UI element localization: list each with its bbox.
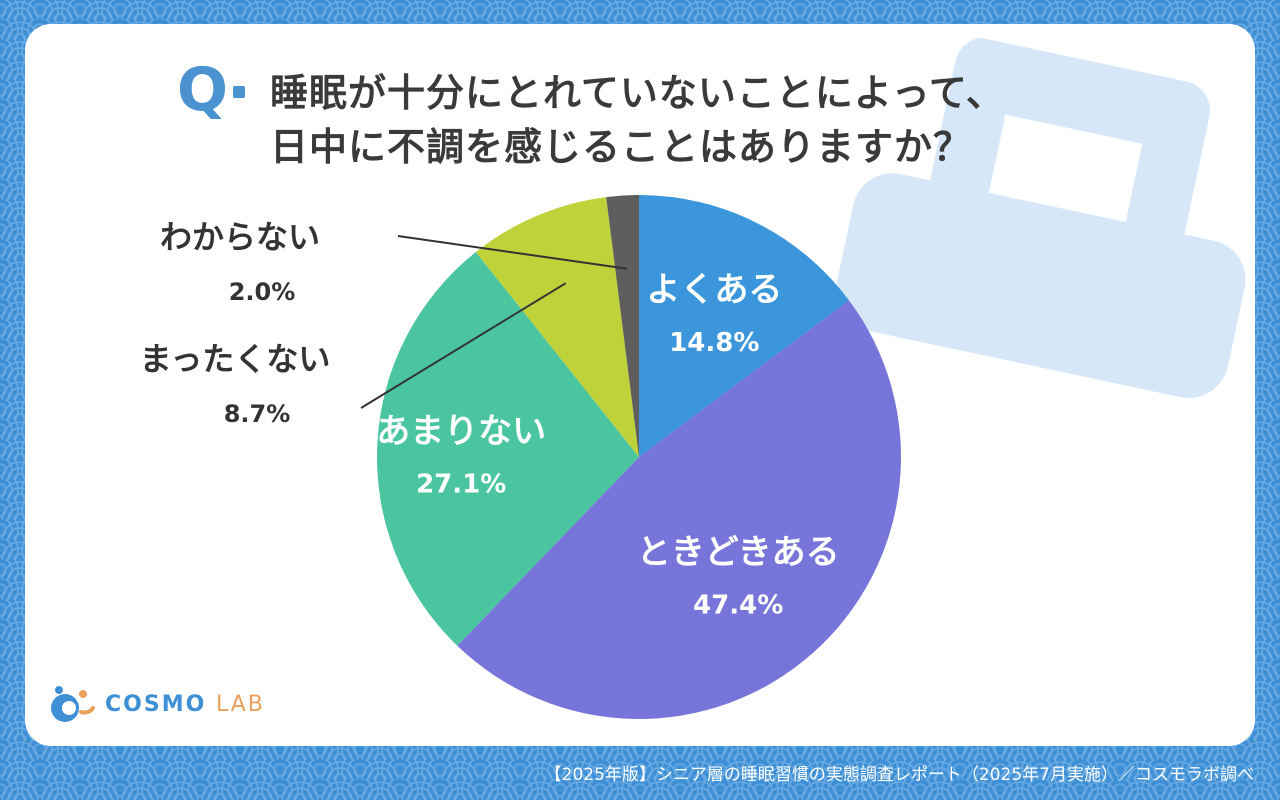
slice-value-4: 8.7% [224,400,291,428]
pie-slice-2 [457,300,901,719]
pie-slice-5 [606,195,639,457]
slice-label-2: ときどきある [637,533,840,573]
question-mark-q: Q [177,55,229,125]
question-title-line-2: 日中に不調を感じることはありますか？ [270,125,973,169]
slice-value-3: 27.1% [416,470,506,500]
slice-label-4: まったくない [140,340,331,378]
pie-slice-1 [639,195,850,457]
slice-value-1: 14.8% [669,328,759,358]
logo-suffix: LAB [215,692,265,717]
leader-line-4 [360,282,567,409]
logo-mark-icon [51,686,95,722]
slice-label-1: よくある [646,270,782,310]
content-card: Q 睡眠が十分にとれていないことによって、 日中に不調を感じることはありますか？… [25,24,1255,746]
slice-label-3: あまりない [376,412,546,452]
footer-source: 【2025年版】シニア層の睡眠習慣の実態調査レポート（2025年7月実施）／コス… [544,765,1254,785]
leader-line-5 [397,235,628,270]
pie-chart: よくある 14.8% ときどきある 47.4% あまりない 27.1% まったくない 8.7%… [140,195,901,719]
question-title-line-1: 睡眠が十分にとれていないことによって、 [270,71,1005,115]
question-title: 睡眠が十分にとれていないことによって、 日中に不調を感じることはありますか？ [270,66,1170,174]
pie-slice-3 [377,252,639,646]
slice-value-5: 2.0% [229,278,296,306]
bed-illustration-icon [835,37,1246,399]
question-mark-dot [233,86,245,98]
cosmo-lab-logo: COSMO LAB [47,682,267,726]
slice-value-2: 47.4% [693,591,783,621]
pie-slice-4 [475,197,639,457]
logo-name: COSMO [105,692,207,717]
slice-label-5: わからない [160,218,320,256]
